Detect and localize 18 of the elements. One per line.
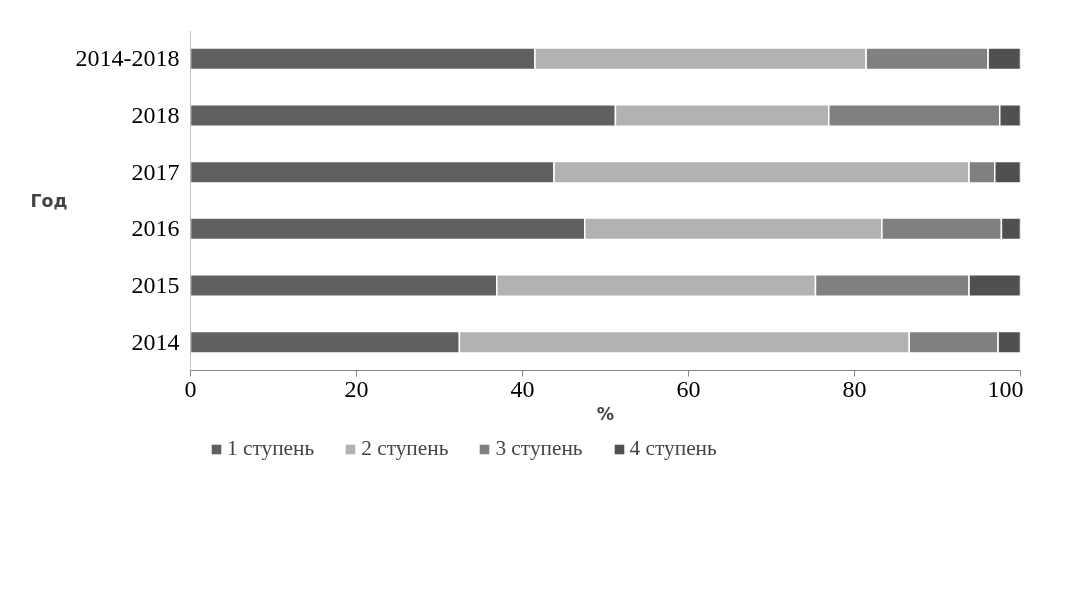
legend-label: 3 ступень	[495, 436, 583, 461]
legend-label: 2 ступень	[361, 436, 449, 461]
y-tick-label: 2014-2018	[75, 45, 180, 72]
y-tick-label: 2018	[131, 102, 180, 128]
y-tick-label: 2017	[131, 158, 180, 185]
legend-label: 4 ступень	[629, 436, 717, 461]
x-tick-label: 100	[987, 375, 1024, 402]
x-axis-title: %	[596, 403, 615, 424]
x-tick-label: 40	[510, 375, 535, 402]
x-tick-label: 80	[842, 375, 867, 402]
x-tick-label: 0	[184, 375, 197, 402]
y-tick-label: 2015	[131, 272, 180, 298]
y-tick-label: 2016	[131, 215, 180, 242]
y-axis-title: Год	[30, 190, 68, 211]
legend-label: 1 ступень	[227, 436, 315, 461]
x-tick-label: 20	[344, 375, 369, 402]
y-tick-label: 2014	[131, 328, 180, 355]
x-tick-label: 60	[676, 375, 701, 402]
